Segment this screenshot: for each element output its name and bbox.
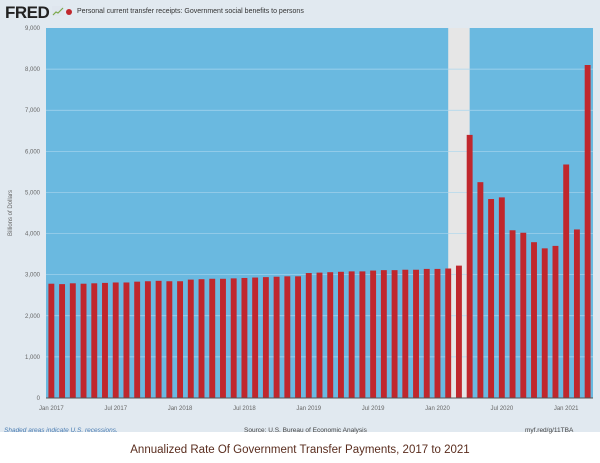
- line-graph-icon: [52, 6, 64, 16]
- figure-caption: Annualized Rate Of Government Transfer P…: [130, 444, 470, 456]
- y-tick-label: 1,000: [25, 355, 41, 361]
- bar: [91, 283, 98, 398]
- bar: [520, 232, 527, 398]
- x-tick-label: Jan 2019: [296, 406, 321, 412]
- bar: [252, 277, 259, 398]
- bar: [466, 134, 473, 398]
- bar: [338, 271, 344, 398]
- y-tick-label: 8,000: [25, 67, 41, 73]
- short-link[interactable]: myf.red/g/11TBA: [525, 427, 574, 434]
- bar: [531, 242, 537, 398]
- legend: Personal current transfer receipts: Gove…: [66, 8, 304, 15]
- bar: [455, 265, 462, 398]
- fred-logo[interactable]: FRED: [5, 3, 50, 22]
- bar: [488, 199, 495, 398]
- bar: [434, 268, 441, 398]
- y-tick-label: 3,000: [25, 273, 41, 279]
- bar: [305, 273, 312, 398]
- bar: [166, 281, 173, 398]
- bar: [402, 269, 409, 398]
- bar: [48, 283, 55, 398]
- x-tick-label: Jul 2018: [233, 406, 256, 412]
- bar: [552, 245, 559, 398]
- bar: [187, 279, 194, 398]
- bar: [541, 248, 548, 398]
- bar: [327, 272, 334, 398]
- bar: [241, 277, 248, 398]
- y-tick-label: 0: [37, 396, 41, 402]
- bar: [80, 283, 87, 398]
- bar: [391, 270, 398, 398]
- bar: [220, 278, 226, 398]
- bar: [59, 284, 66, 398]
- bar: [563, 164, 570, 398]
- bar: [316, 272, 323, 398]
- bar: [69, 283, 76, 398]
- bar: [498, 197, 505, 398]
- bar: [370, 270, 377, 398]
- bar: [284, 276, 291, 398]
- bar: [177, 281, 184, 398]
- x-tick-label: Jul 2019: [362, 406, 385, 412]
- bar: [477, 182, 484, 398]
- x-tick-label: Jan 2021: [554, 406, 579, 412]
- y-tick-label: 5,000: [25, 190, 41, 196]
- bar: [380, 270, 387, 398]
- bar: [123, 282, 130, 398]
- y-tick-label: 4,000: [25, 232, 41, 238]
- bar: [134, 281, 141, 398]
- bar: [102, 282, 108, 398]
- y-tick-label: 6,000: [25, 149, 41, 155]
- y-tick-label: 7,000: [25, 108, 41, 114]
- bar: [273, 276, 280, 398]
- y-tick-label: 2,000: [25, 314, 41, 320]
- legend-marker: [66, 8, 72, 15]
- bar: [573, 229, 580, 398]
- recession-note: Shaded areas indicate U.S. recessions.: [4, 427, 118, 434]
- y-tick-label: 9,000: [25, 26, 41, 32]
- bar: [198, 279, 205, 398]
- x-tick-label: Jul 2020: [490, 406, 513, 412]
- bar: [445, 268, 452, 398]
- legend-label: Personal current transfer receipts: Gove…: [77, 8, 304, 15]
- bar: [230, 278, 237, 398]
- bar: [155, 280, 162, 398]
- bar-chart: 0 1,000 2,000 3,000 4,000 5,000 6,000 7,000 8,00…: [8, 26, 593, 412]
- recession-shade: [448, 28, 470, 398]
- bar: [144, 281, 151, 398]
- x-tick-label: Jan 2020: [425, 406, 450, 412]
- bar: [112, 282, 119, 398]
- bar: [509, 230, 516, 398]
- x-tick-label: Jul 2017: [104, 406, 127, 412]
- bar: [413, 269, 419, 398]
- bar: [359, 271, 366, 398]
- bar: [295, 276, 301, 398]
- bar: [423, 268, 430, 398]
- bar: [262, 277, 269, 398]
- bar: [348, 271, 355, 398]
- bar: [209, 278, 216, 398]
- source-note: Source: U.S. Bureau of Economic Analysis: [244, 427, 367, 434]
- x-tick-label: Jan 2018: [168, 406, 193, 412]
- x-tick-label: Jan 2017: [39, 406, 64, 412]
- y-axis-label: Billions of Dollars: [8, 190, 14, 236]
- bar: [584, 65, 591, 398]
